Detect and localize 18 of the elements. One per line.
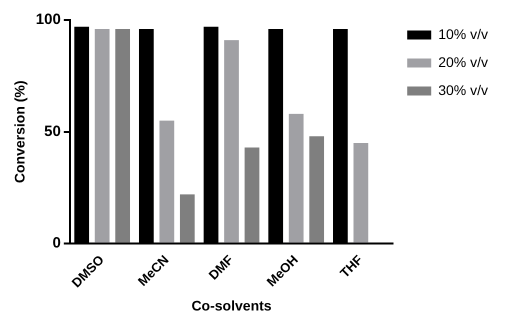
bar xyxy=(159,120,174,243)
bar xyxy=(309,136,324,243)
y-tick-label: 50 xyxy=(44,122,61,140)
bar xyxy=(115,28,130,243)
bar xyxy=(353,142,368,243)
bar xyxy=(288,114,304,243)
legend-label: 10% v/v xyxy=(438,26,488,42)
bar xyxy=(94,28,110,243)
legend-label: 30% v/v xyxy=(438,82,488,98)
y-tick-label: 0 xyxy=(52,234,61,252)
y-tick-label: 100 xyxy=(36,11,61,28)
bar xyxy=(180,194,195,243)
x-tick-label: THF xyxy=(337,252,366,281)
legend-label: 20% v/v xyxy=(438,54,488,70)
x-axis-title: Co-solvents xyxy=(191,297,272,314)
bar xyxy=(244,147,260,243)
y-axis-title: Conversion (%) xyxy=(11,80,28,184)
bar xyxy=(224,40,239,243)
